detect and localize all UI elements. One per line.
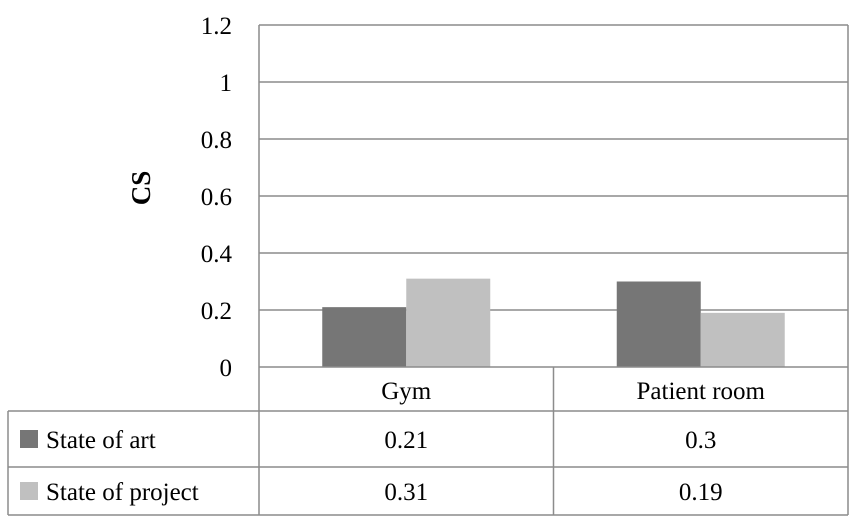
y-axis-ticks: 0 0.2 0.4 0.6 0.8 1 1.2 — [201, 13, 233, 382]
bars — [322, 278, 785, 367]
y-tick-label: 1.2 — [201, 13, 232, 40]
legend-swatch — [20, 482, 38, 500]
bar — [616, 281, 701, 367]
y-tick-label: 0 — [220, 355, 233, 382]
legend-label: State of project — [46, 479, 199, 506]
x-tick-label: Gym — [381, 378, 432, 405]
y-tick-label: 0.6 — [201, 184, 232, 211]
y-tick-label: 1 — [220, 70, 233, 97]
y-tick-label: 0.4 — [201, 241, 233, 268]
bar — [406, 278, 491, 367]
legend-label: State of art — [46, 427, 156, 454]
data-label: 0.3 — [685, 427, 716, 454]
legend-swatch — [20, 430, 38, 448]
x-tick-label: Patient room — [637, 378, 766, 405]
data-label: 0.19 — [679, 479, 723, 506]
data-label: 0.21 — [384, 427, 428, 454]
bar — [700, 312, 785, 367]
y-tick-label: 0.2 — [201, 298, 232, 325]
gridlines — [259, 24, 848, 311]
bar — [322, 307, 407, 367]
data-label: 0.31 — [384, 479, 428, 506]
y-tick-label: 0.8 — [201, 127, 232, 154]
y-axis-label: CS — [126, 171, 156, 206]
